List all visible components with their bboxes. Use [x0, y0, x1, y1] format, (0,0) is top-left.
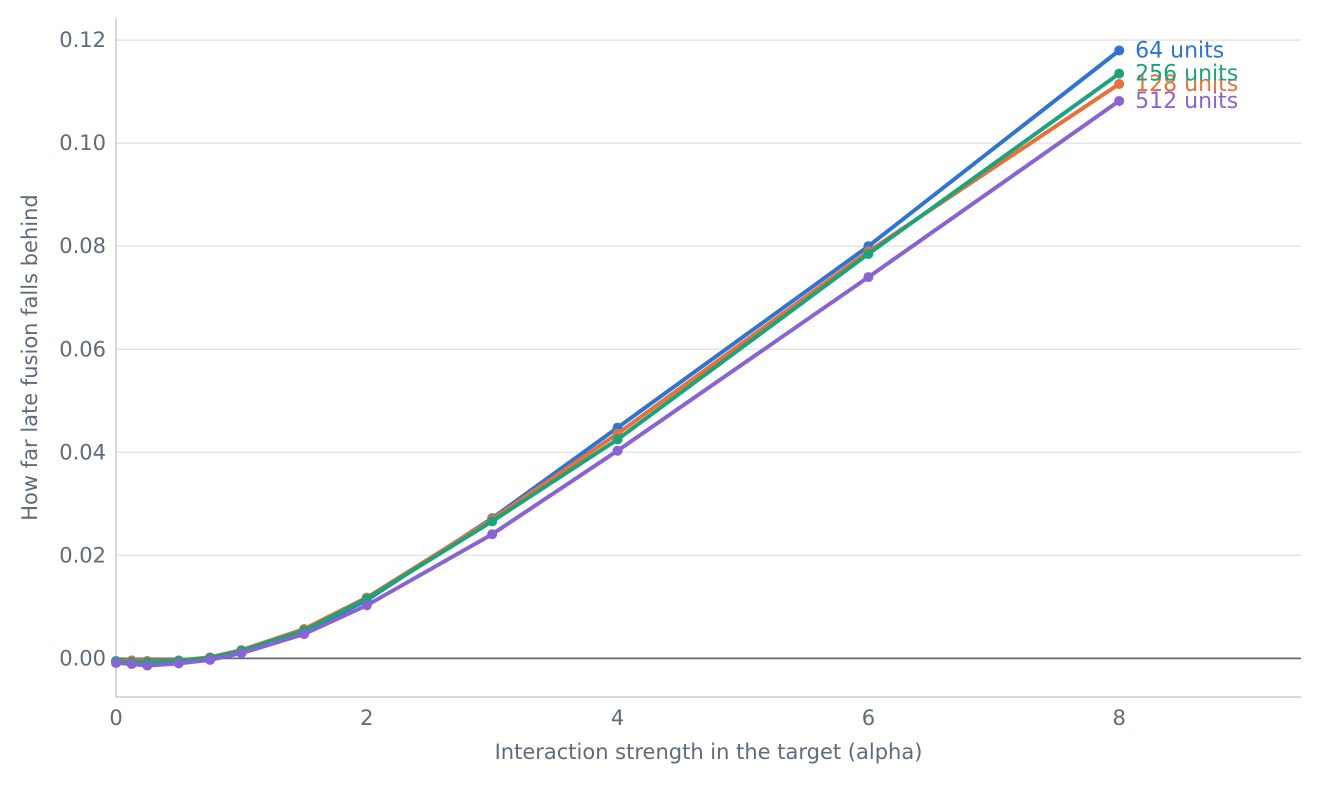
series-512-units [111, 95, 1125, 671]
x-tick-label: 0 [109, 706, 122, 730]
axes: 0.00 0.02 0.04 0.06 0.08 0.10 0.12 0 2 4 6 8 [59, 18, 1301, 730]
y-tick-label: 0.02 [59, 543, 106, 567]
x-tick-label: 6 [862, 706, 875, 730]
data-point [612, 445, 623, 456]
data-point [173, 658, 184, 669]
series-64-units [111, 45, 1125, 668]
data-point [487, 516, 498, 527]
data-point [142, 660, 153, 671]
data-point [1114, 95, 1125, 106]
series-line [114, 81, 1122, 664]
data-point [205, 654, 216, 665]
y-tick-label: 0.06 [59, 337, 106, 361]
data-point [1114, 68, 1125, 79]
data-point [863, 272, 874, 283]
series-line [114, 48, 1122, 665]
series-label: 512 units [1135, 89, 1238, 114]
y-tick-label: 0.08 [59, 234, 106, 258]
data-point [863, 248, 874, 259]
data-point [1114, 78, 1125, 89]
x-tick-label: 8 [1112, 706, 1125, 730]
data-point [236, 648, 247, 659]
data-point [126, 659, 137, 670]
x-axis-title: Interaction strength in the target (alph… [495, 740, 923, 764]
data-point [299, 629, 310, 640]
y-tick-label: 0.04 [59, 440, 106, 464]
y-axis-title: How far late fusion falls behind [18, 194, 42, 520]
y-tick-label: 0.10 [59, 131, 106, 155]
data-point [361, 600, 372, 611]
data-point [487, 529, 498, 540]
y-tick-label: 0.00 [59, 646, 106, 670]
gridlines [116, 39, 1301, 557]
series-256-units [111, 68, 1125, 667]
series-label: 256 units [1135, 62, 1238, 87]
series-label: 64 units [1135, 38, 1224, 63]
x-tick-label: 4 [611, 706, 624, 730]
y-tick-label: 0.12 [59, 28, 106, 52]
series-lines [111, 45, 1125, 671]
series-label: 128 units [1135, 72, 1238, 97]
data-point [612, 434, 623, 445]
data-point [111, 657, 121, 668]
series-line [114, 71, 1122, 664]
x-tick-label: 2 [360, 706, 373, 730]
data-point [1114, 45, 1125, 56]
